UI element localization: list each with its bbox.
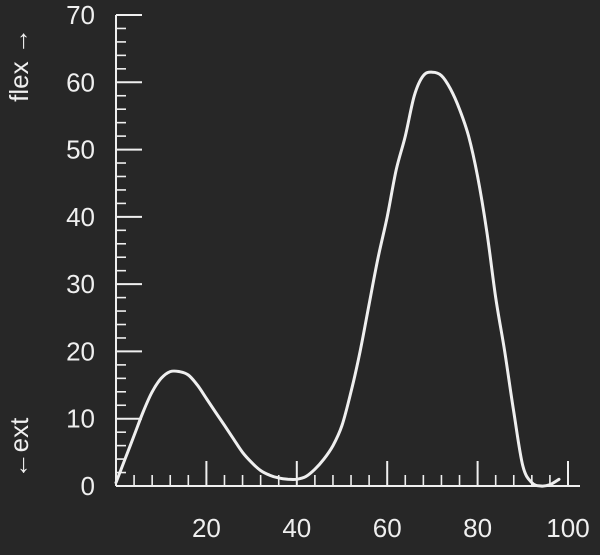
y-tick-label: 20	[66, 336, 95, 366]
y-tick-label: 0	[81, 471, 95, 501]
y-axis-label-upper: flex →	[4, 28, 34, 102]
x-tick-label: 60	[373, 513, 402, 543]
y-tick-label: 60	[66, 67, 95, 97]
y-axis-label-lower: ←ext	[4, 417, 34, 478]
series-line	[114, 70, 561, 488]
x-tick-label: 40	[282, 513, 311, 543]
x-axis: 20 40 60 80 100	[116, 461, 590, 543]
x-tick-label: 80	[463, 513, 492, 543]
x-tick-label: 20	[192, 513, 221, 543]
axis-labels: flex → ←ext	[4, 28, 34, 478]
y-axis: 0 10 20 30 40 50 60 70	[66, 0, 142, 501]
y-tick-label: 30	[66, 269, 95, 299]
x-tick-label: 100	[546, 513, 589, 543]
y-tick-label: 50	[66, 135, 95, 165]
y-tick-label: 10	[66, 404, 95, 434]
y-tick-label: 70	[66, 0, 95, 30]
plot-area	[114, 70, 561, 488]
y-tick-label: 40	[66, 202, 95, 232]
